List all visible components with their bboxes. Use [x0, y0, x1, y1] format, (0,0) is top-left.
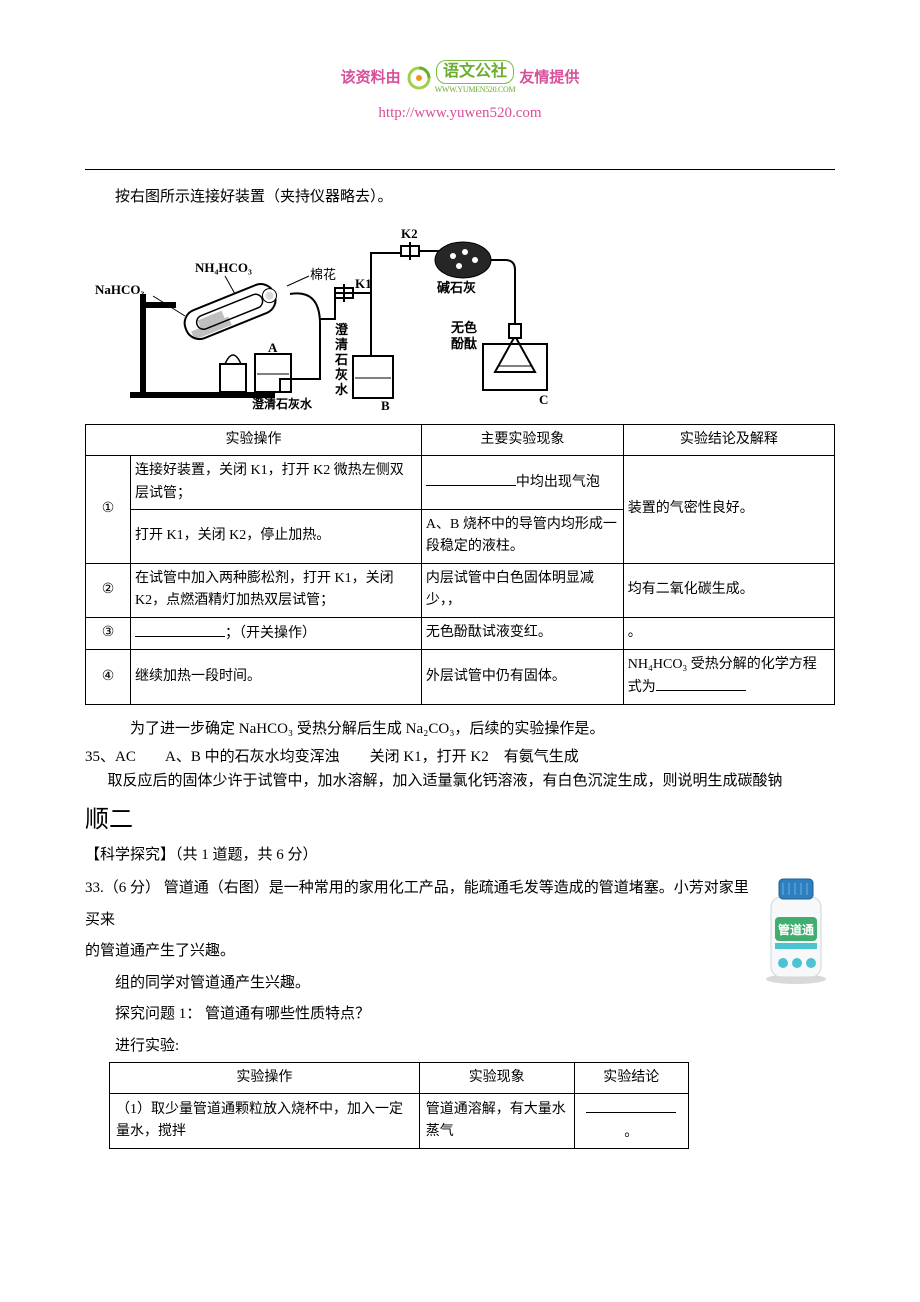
svg-text:灰: 灰	[335, 367, 348, 382]
t2-hdr-phen: 实验现象	[419, 1063, 574, 1094]
t2-hdr-concl: 实验结论	[574, 1063, 688, 1094]
page-header: 该资料由 语文公社 WWW.YUMEN520.COM 友情提供 http://w…	[85, 60, 835, 125]
svg-text:无色: 无色	[450, 320, 477, 335]
t1-r4-op: 继续加热一段时间。	[131, 649, 422, 704]
svg-text:石: 石	[334, 352, 348, 367]
svg-text:K1: K1	[355, 276, 372, 291]
t2-r1-op: （1）取少量管道通颗粒放入烧杯中，加入一定量水，搅拌	[110, 1094, 420, 1149]
t1-r2-concl: 均有二氧化碳生成。	[623, 563, 834, 617]
svg-text:澄清石灰水: 澄清石灰水	[252, 396, 313, 411]
followup-line1: 为了进一步确定 NaHCO₃ 受热分解后生成 Na₂CO₃，后续的实验操作是	[130, 721, 589, 737]
svg-text:管道通: 管道通	[778, 922, 814, 937]
answer-line-2: 取反应后的固体少许于试管中，加水溶解，加入适量氯化钙溶液，有白色沉淀生成，则说明…	[85, 769, 835, 793]
experiment-table-1: 实验操作 主要实验现象 实验结论及解释 ① 连接好装置，关闭 K1，打开 K2 …	[85, 424, 835, 705]
svg-text:A: A	[268, 340, 278, 355]
t1-r2-num: ②	[86, 563, 131, 617]
t1-r4-concl: NH₄HCO₃ 受热分解的化学方程式为	[623, 649, 834, 704]
q33-line-a: 33.（6 分） 管道通（右图）是一种常用的家用化工产品，能疏通毛发等造成的管道…	[85, 873, 835, 936]
svg-text:水: 水	[335, 382, 349, 397]
t1-r4-num: ④	[86, 649, 131, 704]
svg-text:K2: K2	[401, 226, 418, 241]
t1-r1-phen2: A、B 烧杯中的导管内均形成一段稳定的液柱。	[421, 509, 623, 563]
section-title-shun2: 顺二	[85, 801, 835, 839]
intro-text: 按右图所示连接好装置（夹持仪器略去）。	[85, 185, 835, 209]
logo-text: 语文公社	[436, 60, 514, 84]
t1-hdr-concl: 实验结论及解释	[623, 424, 834, 455]
header-right: 友情提供	[519, 66, 579, 90]
t1-r1-num: ①	[86, 456, 131, 564]
t2-r1-concl: 。	[574, 1094, 688, 1149]
t1-r1-op2: 打开 K1，关闭 K2，停止加热。	[131, 509, 422, 563]
t1-r3-num: ③	[86, 617, 131, 649]
t1-r2-phen: 内层试管中白色固体明显减少，，	[421, 563, 623, 617]
logo-subtext: WWW.YUMEN520.COM	[435, 84, 516, 97]
svg-text:B: B	[381, 398, 390, 413]
pipe-cleaner-bottle-image: 管道通	[757, 873, 835, 985]
svg-text:C: C	[539, 392, 548, 407]
header-left: 该资料由	[341, 66, 401, 90]
apparatus-diagram: NH₄HCO₃ NaHCO₃ 棉花 A 澄清石灰水 K1 B	[85, 224, 575, 414]
q33-line-c: 组的同学对管道通产生兴趣。	[85, 968, 835, 1000]
answer-line-1: 35、AC A、B 中的石灰水均变浑浊 关闭 K1，打开 K2 有氨气生成	[85, 745, 835, 769]
t1-hdr-phen: 主要实验现象	[421, 424, 623, 455]
svg-text:棉花: 棉花	[310, 267, 336, 282]
t1-r2-op: 在试管中加入两种膨松剂，打开 K1，关闭 K2，点燃酒精灯加热双层试管；	[131, 563, 422, 617]
t1-r3-phen: 无色酚酞试液变红。	[421, 617, 623, 649]
svg-text:酚酞: 酚酞	[451, 336, 478, 351]
t1-r3-concl: 。	[623, 617, 834, 649]
followup-block: 为了进一步确定 NaHCO₃ 受热分解后生成 Na₂CO₃，后续的实验操作是。 …	[85, 717, 835, 793]
svg-text:NaHCO₃: NaHCO₃	[95, 282, 145, 297]
site-logo: 语文公社 WWW.YUMEN520.COM	[405, 60, 516, 97]
t1-r1-op1: 连接好装置，关闭 K1，打开 K2 微热左侧双层试管；	[131, 456, 422, 510]
divider	[85, 169, 835, 170]
experiment-table-2: 实验操作 实验现象 实验结论 （1）取少量管道通颗粒放入烧杯中，加入一定量水，搅…	[109, 1062, 689, 1149]
svg-text:澄: 澄	[335, 322, 349, 337]
t1-r1-concl: 装置的气密性良好。	[623, 456, 834, 564]
t1-hdr-op: 实验操作	[86, 424, 422, 455]
q33-line-d: 探究问题 1： 管道通有哪些性质特点？	[85, 999, 835, 1031]
t2-hdr-op: 实验操作	[110, 1063, 420, 1094]
q33-line-b: 的管道通产生了兴趣。	[85, 936, 835, 968]
svg-text:NH₄HCO₃: NH₄HCO₃	[195, 260, 252, 275]
t2-r1-phen: 管道通溶解，有大量水蒸气	[419, 1094, 574, 1149]
section-bracket: 【科学探究】（共 1 道题，共 6 分）	[85, 843, 835, 867]
t1-r3-op: ；（开关操作）	[131, 617, 422, 649]
svg-text:清: 清	[335, 337, 348, 352]
header-url: http://www.yuwen520.com	[85, 101, 835, 125]
t1-r4-phen: 外层试管中仍有固体。	[421, 649, 623, 704]
logo-swirl-icon	[405, 64, 433, 92]
svg-text:碱石灰: 碱石灰	[437, 280, 476, 295]
q33-line-e: 进行实验:	[85, 1031, 835, 1063]
t1-r1-phen1: 中均出现气泡	[421, 456, 623, 510]
